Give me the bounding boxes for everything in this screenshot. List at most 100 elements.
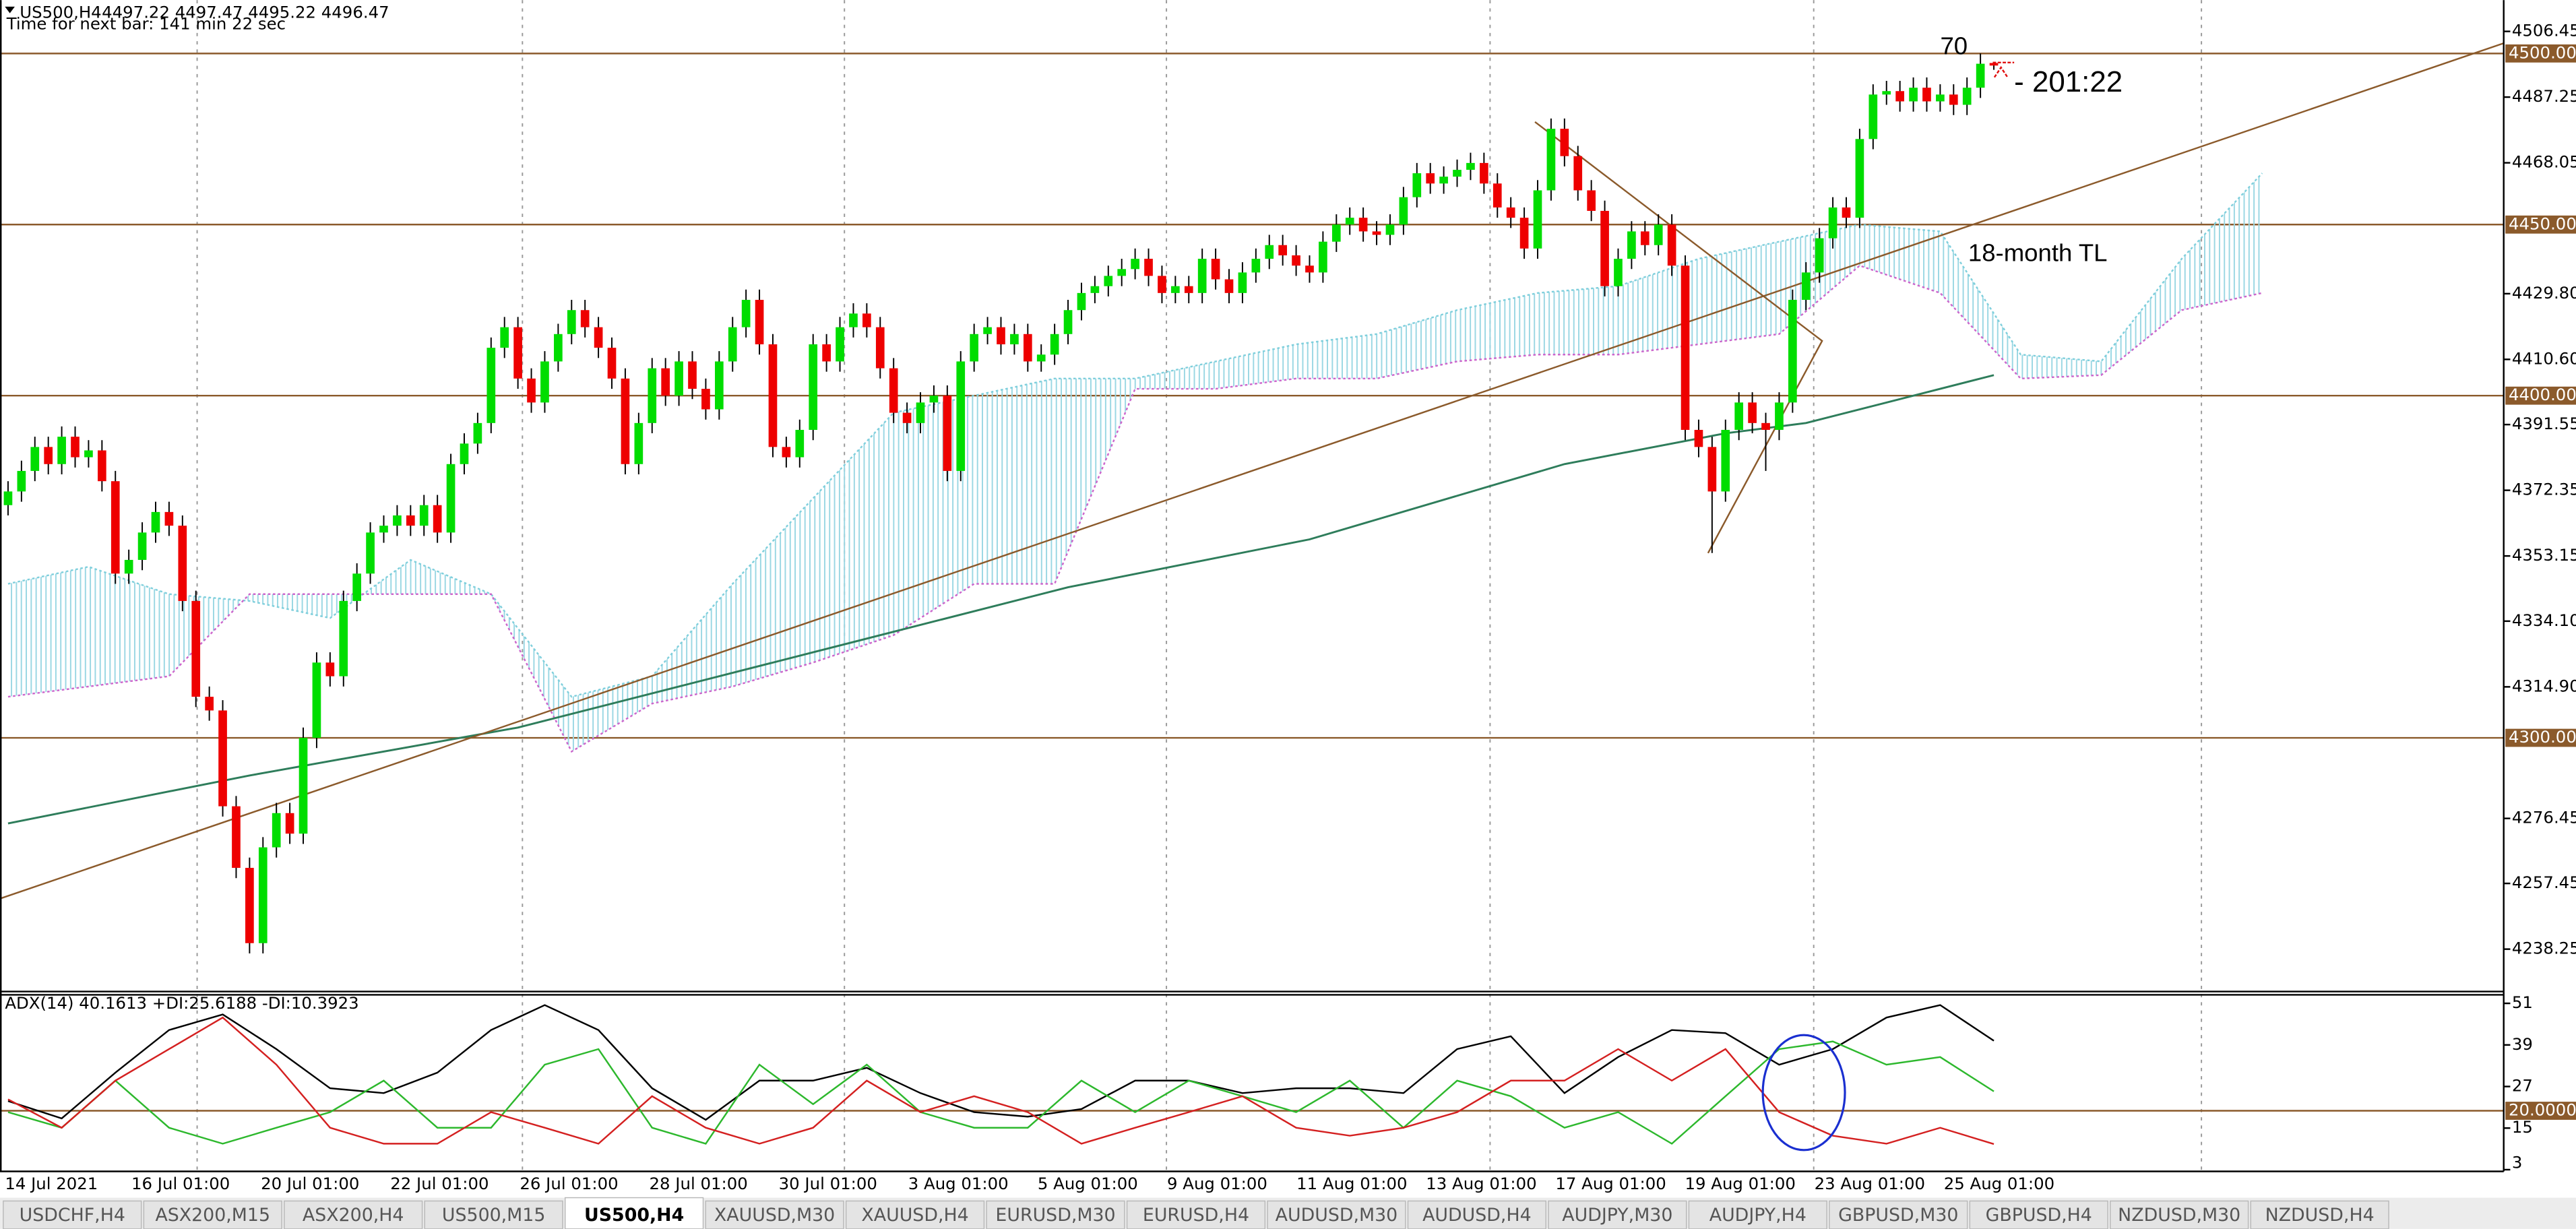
tab[interactable] bbox=[1407, 1200, 1547, 1229]
tab-label[interactable]: NZDUSD,H4 bbox=[2265, 1205, 2375, 1226]
tab[interactable] bbox=[1969, 1200, 2108, 1229]
candle-body bbox=[3, 491, 13, 505]
candle-body bbox=[1909, 88, 1918, 102]
tab-label[interactable]: ASX200,M15 bbox=[155, 1205, 270, 1226]
tab-label[interactable]: XAUUSD,H4 bbox=[861, 1205, 968, 1226]
candle-body bbox=[1533, 190, 1542, 249]
candle-body bbox=[1855, 139, 1864, 218]
candle-body bbox=[1104, 276, 1113, 286]
candle-body bbox=[44, 447, 53, 464]
candle-body bbox=[1895, 91, 1904, 102]
y-tick-label: 4506.45 bbox=[2512, 21, 2576, 40]
candle-body bbox=[151, 511, 160, 533]
tab[interactable] bbox=[143, 1200, 282, 1229]
tab-label[interactable]: USDCHF,H4 bbox=[20, 1205, 125, 1226]
candle-body bbox=[1426, 173, 1435, 184]
level-label: 4500.00 bbox=[2509, 42, 2576, 62]
tab[interactable] bbox=[3, 1200, 142, 1229]
candle-body bbox=[1251, 259, 1261, 273]
tab[interactable] bbox=[2110, 1200, 2249, 1229]
candle-body bbox=[1466, 162, 1475, 170]
candle-body bbox=[1211, 259, 1220, 280]
tab-label[interactable]: EURUSD,H4 bbox=[1143, 1205, 1249, 1226]
candle-body bbox=[1976, 63, 1985, 88]
candle-body bbox=[1010, 334, 1019, 345]
candle-body bbox=[970, 334, 979, 362]
tab-label[interactable]: AUDUSD,H4 bbox=[1422, 1205, 1532, 1226]
candle-body bbox=[473, 422, 482, 444]
tab[interactable] bbox=[1267, 1200, 1406, 1229]
tab-label[interactable]: GBPUSD,H4 bbox=[1986, 1205, 2092, 1226]
x-tick-label: 23 Aug 01:00 bbox=[1815, 1174, 1925, 1193]
candle-body bbox=[406, 515, 415, 526]
candle-body bbox=[1560, 129, 1569, 156]
tab[interactable] bbox=[705, 1200, 844, 1229]
candle-body bbox=[554, 334, 563, 362]
level-label-box bbox=[2505, 215, 2576, 234]
candle-body bbox=[580, 310, 590, 327]
y-tick-label: 15 bbox=[2512, 1117, 2533, 1137]
x-tick-label: 13 Aug 01:00 bbox=[1426, 1174, 1536, 1193]
ichimoku-span-b bbox=[7, 264, 2263, 753]
y-tick-label: 4487.25 bbox=[2512, 86, 2576, 106]
tab-label[interactable]: US500,M15 bbox=[442, 1205, 546, 1226]
candle-body bbox=[1922, 88, 1931, 102]
candle-body bbox=[1399, 197, 1408, 225]
tab-label[interactable]: EURUSD,M30 bbox=[995, 1205, 1115, 1226]
candle-body bbox=[1721, 429, 1730, 492]
candle-body bbox=[889, 368, 898, 413]
candle-body bbox=[1063, 310, 1073, 334]
tabs: USDCHF,H4 ASX200,M15 ASX200,H4 US500,M15 US5… bbox=[3, 1197, 2389, 1229]
level-label-box bbox=[2505, 44, 2576, 63]
level-label-box bbox=[2505, 1102, 2576, 1120]
tab[interactable] bbox=[284, 1200, 423, 1229]
tab-label[interactable]: AUDJPY,H4 bbox=[1709, 1205, 1807, 1226]
candle-body bbox=[17, 470, 26, 492]
candle-body bbox=[1506, 207, 1515, 218]
y-tick-label: 51 bbox=[2512, 992, 2533, 1012]
candle-body bbox=[1453, 170, 1462, 177]
tab-label[interactable]: AUDUSD,M30 bbox=[1276, 1205, 1398, 1226]
candle-body bbox=[1197, 259, 1207, 293]
candle-body bbox=[272, 813, 281, 848]
annotation: 70 bbox=[1940, 32, 1968, 59]
tab-label[interactable]: GBPUSD,M30 bbox=[1838, 1205, 1958, 1226]
candle-body bbox=[1842, 207, 1851, 218]
indicator-title: ADX(14) 40.1613 +DI:25.6188 -DI:10.3923 bbox=[5, 993, 358, 1013]
candle-body bbox=[607, 348, 617, 379]
tab-label[interactable]: ASX200,H4 bbox=[303, 1205, 404, 1226]
ohlc: 4497.22 4497.47 4495.22 4496.47 bbox=[102, 3, 389, 22]
candle-body bbox=[1023, 334, 1032, 362]
tab[interactable] bbox=[986, 1200, 1125, 1229]
candle-body bbox=[688, 361, 697, 389]
tab[interactable] bbox=[1829, 1200, 1968, 1229]
y-tick-label: 4334.10 bbox=[2512, 610, 2576, 630]
tab-label[interactable]: US500,H4 bbox=[584, 1205, 684, 1226]
candle-body bbox=[1748, 402, 1757, 423]
candle-body bbox=[218, 710, 227, 807]
candle-body bbox=[634, 422, 643, 464]
tab[interactable] bbox=[1548, 1200, 1687, 1229]
tab[interactable] bbox=[424, 1200, 563, 1229]
candle-body bbox=[352, 573, 362, 601]
candle-body bbox=[513, 327, 522, 379]
tab-label[interactable]: AUDJPY,M30 bbox=[1562, 1205, 1672, 1226]
candle-body bbox=[245, 868, 254, 943]
tab[interactable] bbox=[1688, 1200, 1827, 1229]
tab[interactable] bbox=[564, 1197, 704, 1229]
candle-body bbox=[1694, 429, 1703, 447]
x-tick-label: 9 Aug 01:00 bbox=[1167, 1174, 1267, 1193]
tab[interactable] bbox=[845, 1200, 985, 1229]
tab[interactable] bbox=[2250, 1200, 2389, 1229]
tab-label[interactable]: XAUUSD,M30 bbox=[714, 1205, 835, 1226]
candle-body bbox=[419, 505, 429, 526]
x-tick-label: 26 Jul 01:00 bbox=[520, 1174, 618, 1193]
tab-label[interactable]: NZDUSD,M30 bbox=[2118, 1205, 2240, 1226]
candle-body bbox=[1224, 279, 1234, 293]
candle-body bbox=[1358, 218, 1368, 232]
symbol: US500,H4 bbox=[20, 3, 101, 22]
candle-body bbox=[1278, 245, 1287, 255]
tab[interactable] bbox=[1126, 1200, 1266, 1229]
candle-body bbox=[1050, 334, 1059, 355]
